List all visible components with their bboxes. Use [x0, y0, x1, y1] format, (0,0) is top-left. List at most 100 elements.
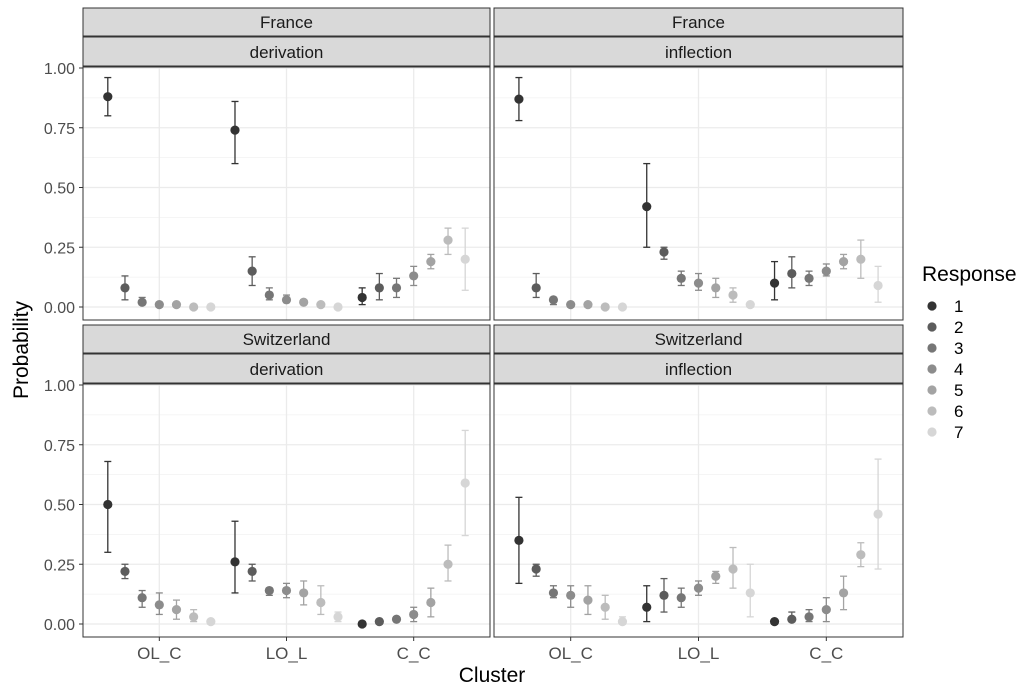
strip-bottom [82, 353, 491, 384]
data-point [583, 300, 593, 310]
legend-title: Response [922, 263, 1017, 286]
legend-item: 7 [927, 423, 963, 442]
data-point [617, 302, 628, 312]
data-point [154, 600, 164, 610]
strip-bottom [493, 353, 904, 384]
data-point [264, 585, 274, 596]
data-point [728, 564, 738, 574]
errorbar [231, 520, 239, 594]
legend-key [927, 322, 937, 332]
data-point [230, 557, 240, 567]
data-point [137, 297, 147, 307]
data-point [642, 202, 652, 212]
data-point [787, 614, 797, 624]
data-point [787, 268, 797, 279]
legend-key [927, 406, 937, 416]
data-point [103, 92, 113, 102]
legend-item: 1 [927, 297, 963, 316]
y-tick-label: 0.25 [44, 240, 75, 257]
legend-key [927, 427, 937, 437]
y-tick-label: 0.00 [44, 300, 75, 317]
panel-3: Switzerland derivation [82, 324, 491, 638]
data-point [821, 266, 831, 276]
data-point [281, 295, 292, 305]
x-tick-label: C_C [397, 644, 431, 663]
legend-item: 5 [927, 381, 963, 400]
data-point [566, 590, 576, 600]
legend-item: 4 [927, 360, 963, 379]
y-axis-label: Probability [10, 300, 33, 399]
legend-key [927, 364, 937, 374]
data-point [745, 300, 755, 310]
data-point [299, 297, 309, 307]
data-point [316, 300, 326, 310]
data-point [137, 593, 147, 603]
data-point [769, 617, 780, 627]
data-point [600, 302, 610, 312]
x-tick-label: LO_L [266, 644, 308, 663]
data-point [120, 566, 130, 577]
data-point [154, 300, 164, 310]
legend-key [927, 301, 937, 311]
y-tick-label: 0.50 [44, 498, 75, 515]
data-point [531, 564, 541, 574]
data-point [189, 302, 199, 312]
data-point [600, 602, 610, 612]
data-point [531, 283, 541, 293]
legend-item: 2 [927, 318, 963, 337]
data-point [676, 273, 686, 283]
data-point [206, 617, 216, 627]
y-tick-label: 0.25 [44, 557, 75, 574]
legend-key [927, 385, 937, 395]
data-point [391, 614, 402, 624]
y-tick-label: 0.75 [44, 121, 75, 138]
data-point [642, 602, 652, 612]
data-point [514, 94, 524, 104]
panel-border [493, 66, 904, 321]
data-point [206, 302, 216, 312]
data-point [693, 583, 704, 593]
data-point [566, 300, 576, 310]
data-point [769, 278, 780, 288]
data-point [873, 280, 883, 291]
data-point [230, 125, 240, 135]
data-point [548, 588, 559, 598]
panel-4: Switzerland inflection [493, 324, 904, 638]
data-point [856, 550, 866, 560]
data-point [873, 509, 883, 519]
data-point [333, 302, 343, 312]
legend-label: 7 [954, 423, 963, 442]
data-point [409, 609, 419, 620]
y-tick-label: 0.75 [44, 438, 75, 455]
strip-bottom-label: inflection [665, 43, 732, 62]
data-point [514, 535, 524, 545]
data-point [247, 566, 257, 577]
y-tick-label: 0.00 [44, 617, 75, 634]
data-point [693, 278, 704, 288]
data-point [374, 617, 384, 627]
y-tick-label: 1.00 [44, 61, 75, 78]
data-point [856, 254, 866, 264]
data-point [676, 593, 686, 603]
data-point [264, 290, 274, 300]
data-point [299, 588, 309, 598]
x-tick-label: C_C [809, 644, 843, 663]
data-point [745, 588, 755, 598]
panel-border [82, 66, 491, 321]
data-point [711, 571, 721, 581]
x-tick-label: OL_C [137, 644, 181, 663]
strip-bottom-label: derivation [250, 43, 324, 62]
legend: Response 1 2 3 4 5 6 7 [922, 263, 1017, 442]
data-point [617, 617, 628, 627]
data-point [357, 619, 367, 629]
legend-label: 6 [954, 402, 963, 421]
x-tick-label: OL_C [548, 644, 592, 663]
data-point [728, 290, 738, 300]
data-point [443, 235, 453, 245]
data-point [247, 266, 257, 276]
data-point [426, 597, 436, 608]
strip-top-label: Switzerland [655, 330, 743, 349]
data-point [120, 283, 130, 293]
